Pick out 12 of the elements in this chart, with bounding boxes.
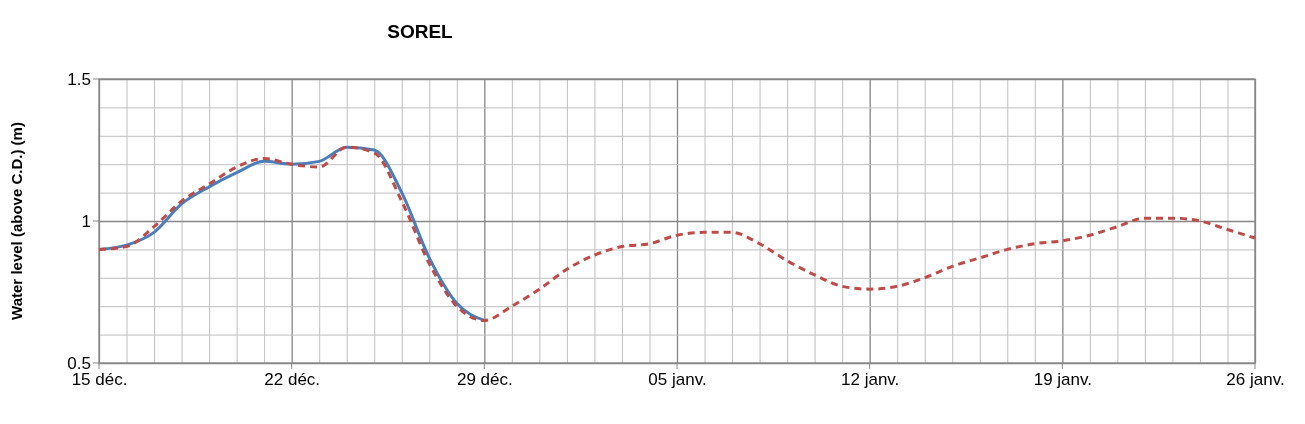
x-tick-label: 22 déc.	[264, 370, 321, 390]
x-tick-label: 12 janv.	[841, 370, 900, 390]
x-tick-label: 15 déc.	[71, 370, 128, 390]
y-tick-label: 1	[81, 211, 91, 231]
y-axis-title: Water level (above C.D.) (m)	[8, 122, 25, 320]
y-tick-label: 0.5	[67, 353, 91, 373]
chart-title: SOREL	[387, 21, 454, 42]
x-tick-label: 05 janv.	[648, 370, 707, 390]
x-tick-label: 26 janv.	[1226, 370, 1285, 390]
x-tick-label: 19 janv.	[1033, 370, 1092, 390]
x-tick-label: 29 déc.	[456, 370, 513, 390]
y-tick-label: 1.5	[67, 69, 91, 89]
